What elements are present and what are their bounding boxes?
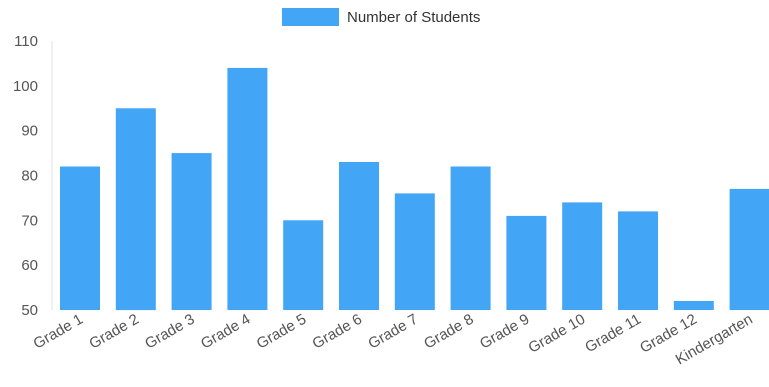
x-tick-label: Grade 1 [31, 311, 86, 353]
x-tick-label: Grade 5 [254, 311, 309, 353]
x-tick-label: Grade 6 [310, 311, 365, 353]
bar[interactable] [562, 202, 603, 310]
bar[interactable] [506, 215, 547, 310]
y-tick-label: 100 [13, 78, 38, 95]
y-tick-label: 90 [21, 123, 38, 140]
bar[interactable] [339, 162, 379, 310]
bar[interactable] [673, 301, 714, 310]
y-tick-label: 110 [14, 33, 38, 50]
x-tick-label: Grade 4 [198, 311, 253, 353]
y-tick-label: 80 [21, 168, 38, 185]
y-tick-label: 50 [21, 302, 38, 319]
legend[interactable]: Number of Students [282, 8, 480, 26]
bars [60, 67, 769, 311]
x-tick-label: Grade 2 [86, 311, 141, 353]
x-tick-label: Grade 11 [582, 311, 644, 356]
x-tick-label: Grade 9 [477, 311, 532, 353]
bar[interactable] [618, 211, 658, 310]
bar[interactable] [60, 166, 100, 311]
x-axis-labels: Grade 1 Grade 2 Grade 3 Grade 4 Grade 5 Grade… [31, 311, 756, 369]
bar[interactable] [227, 67, 268, 311]
legend-label: Number of Students [347, 9, 480, 26]
y-axis-ticks: 50 60 70 80 90 100 110 [13, 33, 38, 319]
bar[interactable] [115, 108, 156, 311]
bar[interactable] [450, 166, 491, 311]
y-tick-label: 60 [21, 257, 38, 274]
x-tick-label: Grade 7 [365, 311, 420, 353]
legend-swatch [282, 8, 339, 26]
bar[interactable] [283, 220, 324, 310]
x-tick-label: Grade 3 [142, 311, 197, 353]
x-tick-label: Grade 8 [421, 311, 476, 353]
y-tick-label: 70 [21, 212, 38, 229]
bar[interactable] [171, 153, 212, 310]
bar[interactable] [394, 193, 435, 310]
x-tick-label: Grade 10 [526, 311, 589, 357]
bar[interactable] [729, 188, 769, 310]
